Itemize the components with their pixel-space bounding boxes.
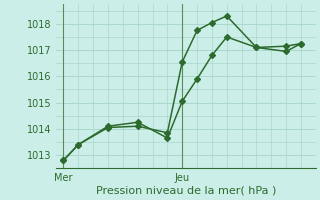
X-axis label: Pression niveau de la mer( hPa ): Pression niveau de la mer( hPa ) [96, 186, 276, 196]
